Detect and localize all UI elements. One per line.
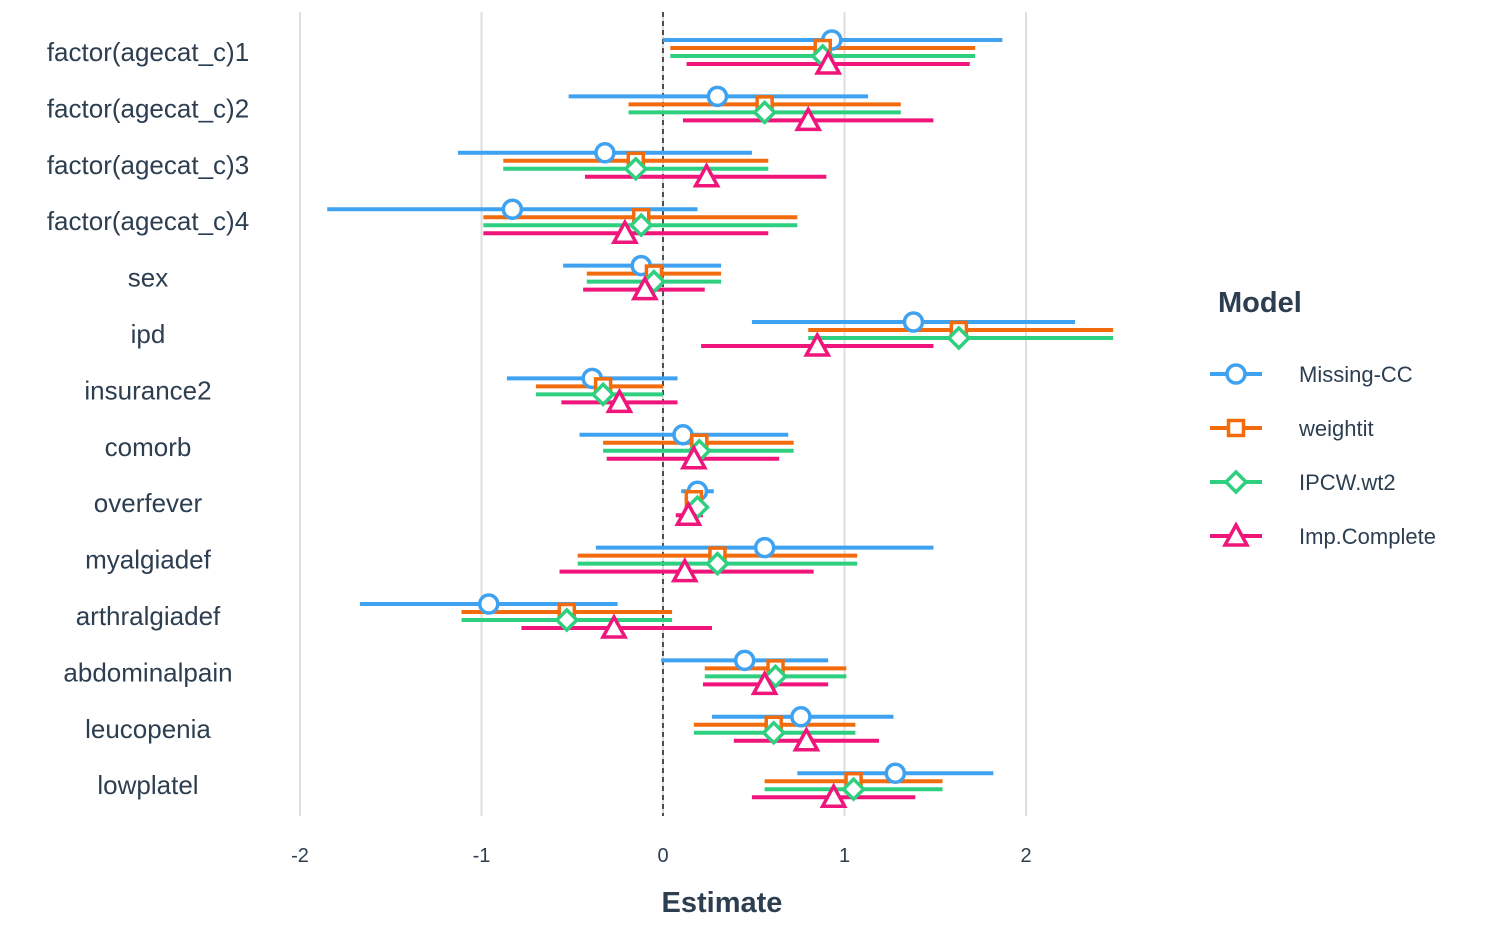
- point-estimate-circle-icon: [902, 311, 925, 333]
- legend-item-imp-complete: Imp.Complete: [1210, 521, 1436, 549]
- category-label-factor-agecat-c-1: factor(agecat_c)1: [47, 37, 249, 67]
- legend-label: weightit: [1298, 416, 1374, 441]
- markers-imp-complete: [600, 49, 848, 808]
- point-estimate-triangle-icon: [803, 331, 832, 357]
- markers-missing-cc: [478, 29, 925, 784]
- point-estimate-diamond-icon: [704, 551, 730, 577]
- point-estimate-diamond-icon: [623, 156, 649, 182]
- point-estimate-triangle-icon: [674, 500, 703, 526]
- series-weightit: [461, 46, 1114, 784]
- point-estimate-triangle-icon: [600, 613, 628, 639]
- point-estimate-triangle-icon: [605, 387, 634, 414]
- series-ipcw-wt2: [461, 54, 1114, 792]
- point-estimate-triangle-icon: [750, 669, 779, 696]
- x-tick-label: 0: [657, 845, 668, 867]
- point-estimate-circle-icon: [594, 142, 616, 164]
- category-label-myalgiadef: myalgiadef: [85, 545, 212, 575]
- point-estimate-circle-icon: [733, 649, 756, 672]
- category-label-abdominalpain: abdominalpain: [63, 657, 232, 687]
- point-estimate-circle-icon: [501, 198, 524, 220]
- legend-item-missing-cc: Missing-CC: [1210, 362, 1413, 387]
- category-label-comorb: comorb: [105, 432, 192, 462]
- series-imp-complete: [483, 62, 970, 800]
- series-missing-cc: [327, 38, 1076, 776]
- category-label-lowplatel: lowplatel: [97, 770, 198, 800]
- legend-circle-icon: [1225, 363, 1247, 385]
- series-layer: [327, 29, 1114, 808]
- x-tick-label: -1: [473, 845, 491, 867]
- category-label-factor-agecat-c-3: factor(agecat_c)3: [47, 150, 249, 180]
- legend-label: Missing-CC: [1299, 362, 1413, 387]
- x-axis-title: Estimate: [662, 887, 783, 919]
- category-label-leucopenia: leucopenia: [85, 714, 211, 744]
- point-estimate-triangle-icon: [679, 444, 708, 470]
- legend-title: Model: [1218, 287, 1302, 319]
- legend-triangle-icon: [1222, 521, 1250, 547]
- point-estimate-diamond-icon: [841, 776, 867, 802]
- point-estimate-triangle-icon: [794, 105, 823, 132]
- point-estimate-diamond-icon: [761, 720, 787, 746]
- legend-item-weightit: weightit: [1210, 416, 1374, 441]
- category-label-insurance2: insurance2: [84, 375, 211, 405]
- x-tick-labels: -2 -1 0 1 2: [291, 845, 1031, 867]
- legend-label: Imp.Complete: [1299, 524, 1436, 549]
- point-estimate-diamond-icon: [752, 99, 778, 125]
- point-estimate-triangle-icon: [814, 49, 843, 75]
- point-estimate-circle-icon: [706, 85, 729, 108]
- grid-layer: [299, 12, 1027, 816]
- legend-label: IPCW.wt2: [1299, 470, 1396, 495]
- point-estimate-diamond-icon: [628, 212, 654, 238]
- point-estimate-circle-icon: [753, 536, 776, 559]
- legend: Model Missing-CC weightit IPCW.wt2 Imp.Comp…: [1210, 287, 1436, 549]
- point-estimate-triangle-icon: [819, 782, 848, 808]
- x-tick-label: 2: [1020, 845, 1031, 867]
- point-estimate-circle-icon: [672, 424, 694, 446]
- point-estimate-circle-icon: [884, 762, 907, 784]
- category-label-sex: sex: [128, 263, 168, 293]
- point-estimate-triangle-icon: [692, 162, 721, 188]
- point-estimate-triangle-icon: [670, 556, 699, 583]
- point-estimate-diamond-icon: [554, 607, 580, 633]
- x-tick-label: 1: [839, 845, 850, 867]
- legend-item-ipcw-wt2: IPCW.wt2: [1210, 469, 1396, 495]
- point-estimate-triangle-icon: [630, 274, 659, 301]
- point-estimate-diamond-icon: [946, 325, 972, 351]
- x-tick-label: -2: [291, 845, 309, 867]
- point-estimate-triangle-icon: [610, 218, 639, 244]
- category-label-arthralgiadef: arthralgiadef: [76, 601, 221, 631]
- category-labels: factor(agecat_c)1 factor(agecat_c)2factor…: [47, 37, 249, 800]
- category-label-factor-agecat-c-2: factor(agecat_c)2: [47, 93, 249, 123]
- point-estimate-circle-icon: [478, 593, 500, 615]
- category-label-factor-agecat-c-4: factor(agecat_c)4: [47, 206, 249, 236]
- legend-square-icon: [1226, 418, 1246, 438]
- point-estimate-diamond-icon: [590, 381, 616, 407]
- point-estimate-circle-icon: [790, 706, 812, 728]
- category-label-ipd: ipd: [131, 319, 166, 349]
- legend-diamond-icon: [1223, 469, 1249, 495]
- category-label-overfever: overfever: [94, 488, 203, 518]
- point-estimate-triangle-icon: [792, 726, 821, 752]
